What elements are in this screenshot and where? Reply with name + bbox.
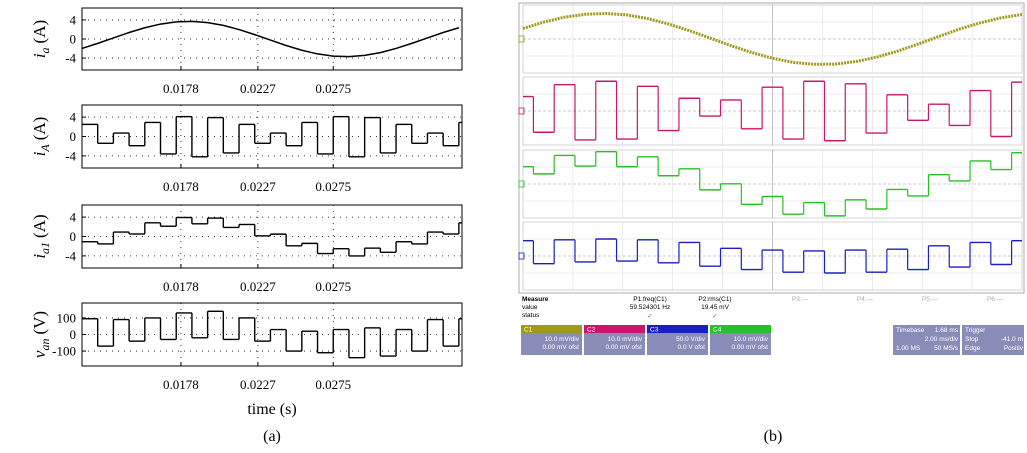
param-status: ✓ bbox=[712, 313, 717, 320]
channel-scale: 10.0 mV/div bbox=[545, 336, 580, 343]
x-tick-label: 0.0178 bbox=[163, 377, 199, 392]
x-tick-label: 0.0227 bbox=[240, 81, 276, 96]
channel-scale: 50.0 V/div bbox=[676, 336, 706, 343]
trigger-type: Edge bbox=[965, 345, 981, 352]
plot-frame bbox=[82, 303, 462, 366]
y-tick-label: 0 bbox=[70, 327, 77, 342]
caption: (a) bbox=[263, 428, 281, 445]
timebase-samples: 1.00 MS bbox=[896, 345, 921, 352]
channel-offset: 0.00 mV ofst bbox=[732, 344, 769, 351]
y-tick-label: 100 bbox=[57, 310, 77, 325]
y-axis-label: ia(A) bbox=[30, 20, 52, 58]
measure-title: Measure bbox=[522, 296, 549, 303]
y-label-unit: (A) bbox=[30, 20, 49, 44]
y-label-subscript: A bbox=[38, 144, 52, 153]
x-tick-label: 0.0178 bbox=[163, 179, 199, 194]
plot-frame bbox=[82, 105, 462, 168]
channel-offset: 0.0 V ofst bbox=[678, 344, 706, 351]
x-tick-label: 0.0275 bbox=[315, 377, 351, 392]
param-value: 19.45 mV bbox=[701, 304, 729, 311]
timebase-scale: 2.00 ms/div bbox=[925, 336, 959, 343]
x-tick-label: 0.0227 bbox=[240, 279, 276, 294]
timebase-delay: 1.68 ms bbox=[935, 327, 959, 334]
y-tick-label: -100 bbox=[52, 344, 76, 359]
channel-label: C4 bbox=[713, 327, 722, 334]
x-tick-label: 0.0178 bbox=[163, 279, 199, 294]
channel-scale: 10.0 mV/div bbox=[734, 336, 769, 343]
y-label-unit: (A) bbox=[30, 117, 49, 141]
x-tick-label: 0.0227 bbox=[240, 179, 276, 194]
plot-frame bbox=[82, 205, 462, 268]
y-tick-label: 0 bbox=[70, 229, 77, 244]
y-label-unit: (V) bbox=[30, 311, 49, 335]
measure-row: status bbox=[522, 312, 540, 319]
y-tick-label: 0 bbox=[70, 32, 77, 47]
y-label-subscript: a1 bbox=[38, 242, 52, 254]
timebase-title: Timebase bbox=[896, 327, 925, 334]
y-label-subscript: an bbox=[38, 339, 52, 351]
y-axis-label: van(V) bbox=[30, 311, 52, 358]
y-axis-label: ia1(A) bbox=[30, 214, 52, 258]
param-name: P2:rms(C1) bbox=[698, 296, 731, 303]
channel-scale: 10.0 mV/div bbox=[608, 336, 643, 343]
channel-label: C1 bbox=[524, 327, 533, 334]
channel-offset: 0.00 mV ofst bbox=[606, 344, 643, 351]
y-label-subscript: a bbox=[38, 47, 52, 53]
trigger-title: Trigger bbox=[965, 327, 986, 334]
y-tick-label: 0 bbox=[70, 129, 77, 144]
param-value: 59.524301 Hz bbox=[630, 304, 670, 311]
param-name: P6:--- bbox=[987, 296, 1003, 303]
trigger-mode: Stop bbox=[965, 336, 979, 343]
y-label-unit: (A) bbox=[30, 214, 49, 238]
y-tick-label: -4 bbox=[65, 148, 76, 163]
param-name: P5:--- bbox=[922, 296, 938, 303]
y-tick-label: -4 bbox=[65, 51, 76, 66]
caption: (b) bbox=[764, 428, 783, 445]
x-tick-label: 0.0275 bbox=[315, 279, 351, 294]
plot-frame bbox=[82, 8, 462, 70]
channel-label: C2 bbox=[587, 327, 596, 334]
x-tick-label: 0.0275 bbox=[315, 81, 351, 96]
x-axis-label: time (s) bbox=[247, 401, 296, 418]
timebase-rate: 50 MS/s bbox=[934, 345, 959, 352]
y-axis-label: iA(A) bbox=[30, 117, 52, 157]
param-status: ✓ bbox=[647, 313, 652, 320]
param-name: P1:freq(C1) bbox=[633, 296, 667, 303]
figure: time (s) (a) (b) Measurevaluestatus P1:fr… bbox=[0, 0, 1027, 453]
x-tick-label: 0.0275 bbox=[315, 179, 351, 194]
x-tick-label: 0.0227 bbox=[240, 377, 276, 392]
param-name: P4:--- bbox=[857, 296, 873, 303]
measure-row: value bbox=[522, 304, 538, 311]
param-name: P3:--- bbox=[792, 296, 808, 303]
trigger-slope: Positiv bbox=[1004, 345, 1024, 352]
y-tick-label: 4 bbox=[70, 210, 77, 225]
y-tick-label: 4 bbox=[70, 12, 77, 27]
trigger-level: -41.0 m bbox=[1001, 336, 1023, 343]
y-tick-label: -4 bbox=[65, 248, 76, 263]
y-tick-label: 4 bbox=[70, 110, 77, 125]
channel-label: C3 bbox=[650, 327, 659, 334]
channel-offset: 0.00 mV ofst bbox=[543, 344, 580, 351]
x-tick-label: 0.0178 bbox=[163, 81, 199, 96]
